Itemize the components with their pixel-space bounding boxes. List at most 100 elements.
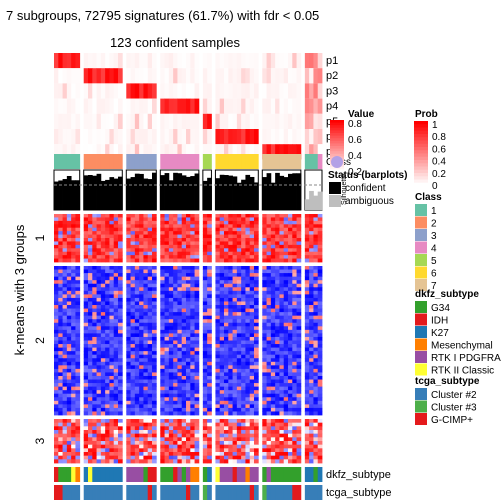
heatmap-cell	[215, 244, 221, 249]
heatmap-cell	[194, 305, 200, 309]
prob-cell	[207, 144, 212, 160]
heatmap-cell	[134, 358, 140, 363]
heatmap-cell	[215, 441, 221, 446]
value-legend-gradient-step	[330, 122, 344, 126]
prob-cell	[92, 113, 97, 129]
heatmap-cell	[66, 333, 72, 338]
heatmap-cell	[147, 426, 153, 431]
heatmap-cell	[88, 430, 93, 435]
heatmap-cell	[173, 305, 178, 309]
heatmap-cell	[152, 227, 157, 232]
heatmap-cell	[304, 319, 310, 324]
heatmap-cell	[186, 273, 191, 278]
heatmap-cell	[292, 312, 297, 317]
heatmap-cell	[92, 319, 97, 324]
heatmap-cell	[105, 269, 110, 274]
heatmap-cell	[186, 258, 191, 263]
prob-cell	[160, 98, 165, 114]
heatmap-cell	[54, 322, 59, 327]
heatmap-cell	[177, 361, 183, 366]
heatmap-cell	[288, 280, 293, 285]
prob-cell	[215, 68, 221, 84]
heatmap-cell	[232, 322, 238, 327]
heatmap-cell	[275, 351, 280, 356]
heatmap-cell	[83, 452, 89, 457]
heatmap-cell	[186, 372, 191, 377]
heatmap-cell	[245, 312, 251, 317]
heatmap-cell	[228, 430, 233, 435]
prob-cell	[262, 129, 267, 145]
heatmap-cell	[232, 305, 238, 309]
heatmap-cell	[241, 326, 246, 331]
prob-cell	[309, 98, 314, 114]
heatmap-cell	[130, 227, 136, 232]
heatmap-cell	[92, 455, 97, 460]
heatmap-cell	[88, 372, 93, 377]
prob-cell	[100, 68, 106, 84]
heatmap-cell	[113, 231, 119, 235]
heatmap-cell	[283, 234, 289, 239]
heatmap-cell	[186, 227, 191, 232]
heatmap-cell	[236, 433, 242, 438]
heatmap-cell	[245, 244, 251, 249]
heatmap-cell	[66, 444, 72, 449]
heatmap-cell	[152, 251, 157, 256]
heatmap-cell	[228, 390, 233, 395]
heatmap-cell	[75, 361, 81, 366]
heatmap-cell	[164, 344, 170, 348]
value-legend-dot	[331, 156, 343, 168]
heatmap-cell	[270, 404, 276, 409]
heatmap-cell	[113, 365, 119, 370]
prob-cell	[168, 53, 174, 69]
heatmap-cell	[262, 422, 267, 427]
heatmap-cell	[262, 368, 267, 373]
annotation-cell	[75, 485, 81, 500]
heatmap-cell	[134, 351, 140, 356]
heatmap-cell	[62, 351, 68, 356]
heatmap-cell	[168, 255, 174, 259]
heatmap-cell	[58, 358, 63, 363]
prob-cell	[139, 68, 144, 84]
heatmap-cell	[215, 336, 221, 341]
heatmap-cell	[207, 333, 212, 338]
heatmap-cell	[100, 273, 106, 278]
class-cell	[130, 154, 136, 169]
annotation-cell	[139, 467, 144, 482]
heatmap-cell	[58, 231, 63, 235]
heatmap-cell	[292, 452, 297, 457]
heatmap-cell	[54, 234, 59, 239]
prob-cell	[100, 129, 106, 145]
heatmap-cell	[173, 368, 178, 373]
heatmap-cell	[249, 290, 255, 295]
heatmap-cell	[118, 386, 123, 391]
heatmap-cell	[232, 329, 238, 334]
heatmap-cell	[270, 258, 276, 263]
heatmap-cell	[266, 383, 272, 388]
heatmap-cell	[283, 448, 289, 453]
heatmap-cell	[241, 231, 246, 235]
heatmap-cell	[232, 383, 238, 388]
heatmap-cell	[241, 390, 246, 395]
heatmap-cell	[254, 297, 259, 302]
heatmap-cell	[249, 426, 255, 431]
heatmap-cell	[266, 351, 272, 356]
annotation-cell	[152, 485, 157, 500]
heatmap-cell	[96, 430, 102, 435]
heatmap-cell	[54, 433, 59, 438]
heatmap-cell	[292, 379, 297, 384]
heatmap-cell	[186, 319, 191, 324]
heatmap-cell	[88, 308, 93, 313]
heatmap-cell	[313, 276, 319, 281]
heatmap-cell	[66, 280, 72, 285]
heatmap-cell	[279, 336, 285, 341]
heatmap-cell	[186, 426, 191, 431]
heatmap-cell	[173, 433, 178, 438]
heatmap-cell	[100, 231, 106, 235]
heatmap-cell	[139, 455, 144, 460]
heatmap-cell	[279, 426, 285, 431]
heatmap-cell	[245, 383, 251, 388]
heatmap-cell	[71, 426, 76, 431]
heatmap-cell	[219, 383, 225, 388]
heatmap-cell	[96, 354, 102, 359]
heatmap-cell	[207, 214, 212, 218]
